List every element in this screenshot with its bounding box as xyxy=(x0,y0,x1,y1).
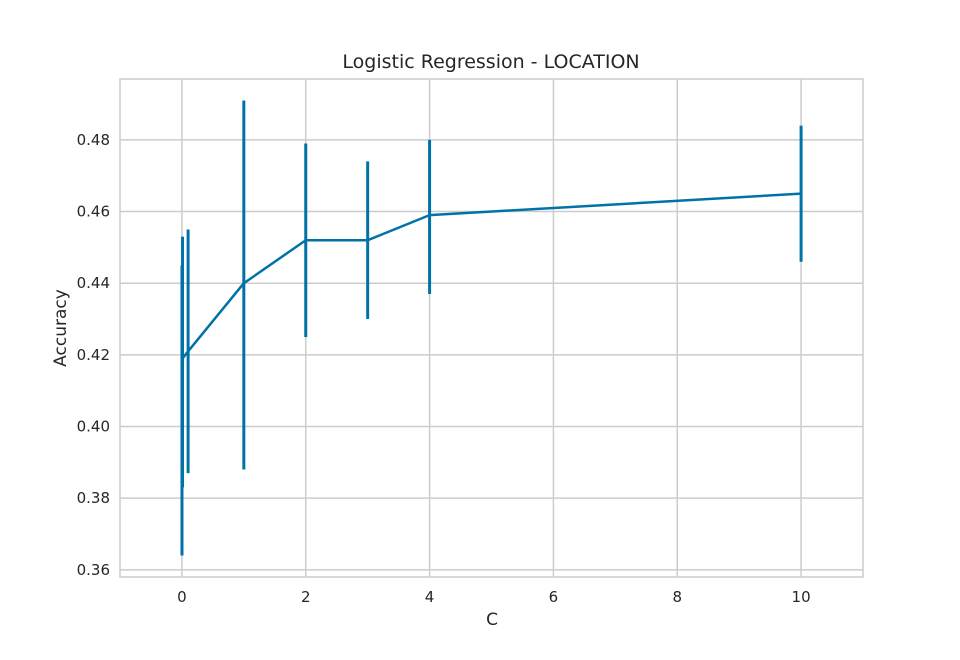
y-tick-label: 0.42 xyxy=(77,346,110,364)
data-series xyxy=(180,100,803,556)
x-tick-label: 4 xyxy=(425,588,435,606)
x-tick-label: 10 xyxy=(792,588,811,606)
y-tick-label: 0.44 xyxy=(77,274,110,292)
x-tick-label: 2 xyxy=(301,588,311,606)
y-tick-label: 0.36 xyxy=(77,561,110,579)
x-tick-label: 8 xyxy=(672,588,682,606)
chart-title: Logistic Regression - LOCATION xyxy=(342,51,639,73)
y-axis-label: Accuracy xyxy=(51,289,71,367)
y-tick-label: 0.40 xyxy=(77,418,110,436)
y-tick-label: 0.38 xyxy=(77,489,110,507)
x-axis-label: C xyxy=(486,610,498,630)
x-tick-label: 0 xyxy=(177,588,187,606)
y-tick-label: 0.46 xyxy=(77,203,110,221)
grid-lines xyxy=(120,79,863,577)
plot-frame xyxy=(119,78,864,578)
y-tick-label: 0.48 xyxy=(77,131,110,149)
series-line xyxy=(180,192,802,413)
x-tick-label: 6 xyxy=(549,588,559,606)
tick-labels: 0 2 4 6 8 10 0.36 0.38 0.40 0.42 0.44 0.46 0.48 xyxy=(77,131,811,606)
